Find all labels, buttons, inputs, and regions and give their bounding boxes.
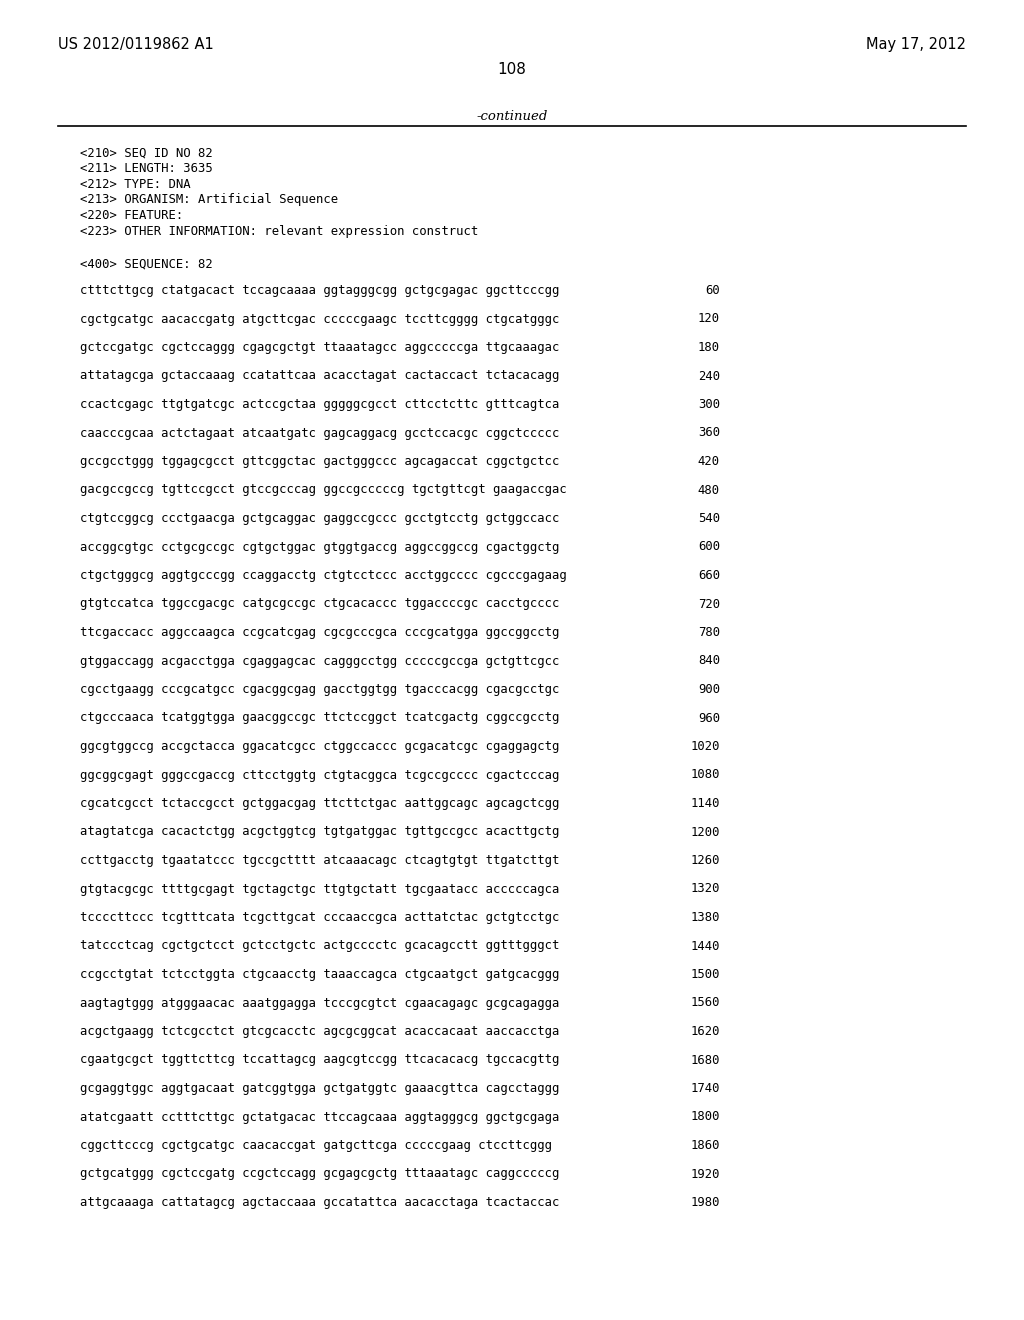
Text: cgctgcatgc aacaccgatg atgcttcgac cccccgaagc tccttcgggg ctgcatgggc: cgctgcatgc aacaccgatg atgcttcgac cccccga… [80,313,559,326]
Text: cgcctgaagg cccgcatgcc cgacggcgag gacctggtgg tgacccacgg cgacgcctgc: cgcctgaagg cccgcatgcc cgacggcgag gacctgg… [80,682,559,696]
Text: ccttgacctg tgaatatccc tgccgctttt atcaaacagc ctcagtgtgt ttgatcttgt: ccttgacctg tgaatatccc tgccgctttt atcaaac… [80,854,559,867]
Text: -continued: -continued [476,110,548,123]
Text: atatcgaatt cctttcttgc gctatgacac ttccagcaaa aggtagggcg ggctgcgaga: atatcgaatt cctttcttgc gctatgacac ttccagc… [80,1110,559,1123]
Text: <213> ORGANISM: Artificial Sequence: <213> ORGANISM: Artificial Sequence [80,194,338,206]
Text: 60: 60 [706,284,720,297]
Text: cggcttcccg cgctgcatgc caacaccgat gatgcttcga cccccgaag ctccttcggg: cggcttcccg cgctgcatgc caacaccgat gatgctt… [80,1139,552,1152]
Text: <210> SEQ ID NO 82: <210> SEQ ID NO 82 [80,147,213,160]
Text: 480: 480 [698,483,720,496]
Text: gtggaccagg acgacctgga cgaggagcac cagggcctgg cccccgccga gctgttcgcc: gtggaccagg acgacctgga cgaggagcac cagggcc… [80,655,559,668]
Text: 1800: 1800 [690,1110,720,1123]
Text: 1380: 1380 [690,911,720,924]
Text: 1560: 1560 [690,997,720,1010]
Text: 360: 360 [698,426,720,440]
Text: 660: 660 [698,569,720,582]
Text: 240: 240 [698,370,720,383]
Text: May 17, 2012: May 17, 2012 [866,37,966,51]
Text: 1200: 1200 [690,825,720,838]
Text: 1620: 1620 [690,1026,720,1038]
Text: 1740: 1740 [690,1082,720,1096]
Text: cgaatgcgct tggttcttcg tccattagcg aagcgtccgg ttcacacacg tgccacgttg: cgaatgcgct tggttcttcg tccattagcg aagcgtc… [80,1053,559,1067]
Text: ctttcttgcg ctatgacact tccagcaaaa ggtagggcgg gctgcgagac ggcttcccgg: ctttcttgcg ctatgacact tccagcaaaa ggtaggg… [80,284,559,297]
Text: 1980: 1980 [690,1196,720,1209]
Text: 720: 720 [698,598,720,610]
Text: gacgccgccg tgttccgcct gtccgcccag ggccgcccccg tgctgttcgt gaagaccgac: gacgccgccg tgttccgcct gtccgcccag ggccgcc… [80,483,566,496]
Text: ccactcgagc ttgtgatcgc actccgctaa gggggcgcct cttcctcttc gtttcagtca: ccactcgagc ttgtgatcgc actccgctaa gggggcg… [80,399,559,411]
Text: ctgtccggcg ccctgaacga gctgcaggac gaggccgccc gcctgtcctg gctggccacc: ctgtccggcg ccctgaacga gctgcaggac gaggccg… [80,512,559,525]
Text: 540: 540 [698,512,720,525]
Text: 1440: 1440 [690,940,720,953]
Text: 108: 108 [498,62,526,77]
Text: 300: 300 [698,399,720,411]
Text: caacccgcaa actctagaat atcaatgatc gagcaggacg gcctccacgc cggctccccc: caacccgcaa actctagaat atcaatgatc gagcagg… [80,426,559,440]
Text: gccgcctggg tggagcgcct gttcggctac gactgggccc agcagaccat cggctgctcc: gccgcctggg tggagcgcct gttcggctac gactggg… [80,455,559,469]
Text: <211> LENGTH: 3635: <211> LENGTH: 3635 [80,162,213,176]
Text: 1860: 1860 [690,1139,720,1152]
Text: 1920: 1920 [690,1167,720,1180]
Text: ctgctgggcg aggtgcccgg ccaggacctg ctgtcctccc acctggcccc cgcccgagaag: ctgctgggcg aggtgcccgg ccaggacctg ctgtcct… [80,569,566,582]
Text: attatagcga gctaccaaag ccatattcaa acacctagat cactaccact tctacacagg: attatagcga gctaccaaag ccatattcaa acaccta… [80,370,559,383]
Text: 840: 840 [698,655,720,668]
Text: acgctgaagg tctcgcctct gtcgcacctc agcgcggcat acaccacaat aaccacctga: acgctgaagg tctcgcctct gtcgcacctc agcgcgg… [80,1026,559,1038]
Text: 900: 900 [698,682,720,696]
Text: 1080: 1080 [690,768,720,781]
Text: 120: 120 [698,313,720,326]
Text: gtgtacgcgc ttttgcgagt tgctagctgc ttgtgctatt tgcgaatacc acccccagca: gtgtacgcgc ttttgcgagt tgctagctgc ttgtgct… [80,883,559,895]
Text: aagtagtggg atgggaacac aaatggagga tcccgcgtct cgaacagagc gcgcagagga: aagtagtggg atgggaacac aaatggagga tcccgcg… [80,997,559,1010]
Text: ttcgaccacc aggccaagca ccgcatcgag cgcgcccgca cccgcatgga ggccggcctg: ttcgaccacc aggccaagca ccgcatcgag cgcgccc… [80,626,559,639]
Text: attgcaaaga cattatagcg agctaccaaa gccatattca aacacctaga tcactaccac: attgcaaaga cattatagcg agctaccaaa gccatat… [80,1196,559,1209]
Text: cgcatcgcct tctaccgcct gctggacgag ttcttctgac aattggcagc agcagctcgg: cgcatcgcct tctaccgcct gctggacgag ttcttct… [80,797,559,810]
Text: tatccctcag cgctgctcct gctcctgctc actgcccctc gcacagcctt ggtttgggct: tatccctcag cgctgctcct gctcctgctc actgccc… [80,940,559,953]
Text: ggcgtggccg accgctacca ggacatcgcc ctggccaccc gcgacatcgc cgaggagctg: ggcgtggccg accgctacca ggacatcgcc ctggcca… [80,741,559,752]
Text: 1260: 1260 [690,854,720,867]
Text: 960: 960 [698,711,720,725]
Text: <223> OTHER INFORMATION: relevant expression construct: <223> OTHER INFORMATION: relevant expres… [80,224,478,238]
Text: gcgaggtggc aggtgacaat gatcggtgga gctgatggtc gaaacgttca cagcctaggg: gcgaggtggc aggtgacaat gatcggtgga gctgatg… [80,1082,559,1096]
Text: ggcggcgagt gggccgaccg cttcctggtg ctgtacggca tcgccgcccc cgactcccag: ggcggcgagt gggccgaccg cttcctggtg ctgtacg… [80,768,559,781]
Text: 1140: 1140 [690,797,720,810]
Text: <212> TYPE: DNA: <212> TYPE: DNA [80,178,190,191]
Text: ctgcccaaca tcatggtgga gaacggccgc ttctccggct tcatcgactg cggccgcctg: ctgcccaaca tcatggtgga gaacggccgc ttctccg… [80,711,559,725]
Text: 420: 420 [698,455,720,469]
Text: 180: 180 [698,341,720,354]
Text: 1020: 1020 [690,741,720,752]
Text: US 2012/0119862 A1: US 2012/0119862 A1 [58,37,214,51]
Text: gtgtccatca tggccgacgc catgcgccgc ctgcacaccc tggaccccgc cacctgcccc: gtgtccatca tggccgacgc catgcgccgc ctgcaca… [80,598,559,610]
Text: gctccgatgc cgctccaggg cgagcgctgt ttaaatagcc aggcccccga ttgcaaagac: gctccgatgc cgctccaggg cgagcgctgt ttaaata… [80,341,559,354]
Text: accggcgtgc cctgcgccgc cgtgctggac gtggtgaccg aggccggccg cgactggctg: accggcgtgc cctgcgccgc cgtgctggac gtggtga… [80,540,559,553]
Text: <220> FEATURE:: <220> FEATURE: [80,209,183,222]
Text: 1320: 1320 [690,883,720,895]
Text: gctgcatggg cgctccgatg ccgctccagg gcgagcgctg tttaaatagc caggcccccg: gctgcatggg cgctccgatg ccgctccagg gcgagcg… [80,1167,559,1180]
Text: ccgcctgtat tctcctggta ctgcaacctg taaaccagca ctgcaatgct gatgcacggg: ccgcctgtat tctcctggta ctgcaacctg taaacca… [80,968,559,981]
Text: 1680: 1680 [690,1053,720,1067]
Text: 1500: 1500 [690,968,720,981]
Text: 600: 600 [698,540,720,553]
Text: 780: 780 [698,626,720,639]
Text: atagtatcga cacactctgg acgctggtcg tgtgatggac tgttgccgcc acacttgctg: atagtatcga cacactctgg acgctggtcg tgtgatg… [80,825,559,838]
Text: <400> SEQUENCE: 82: <400> SEQUENCE: 82 [80,257,213,271]
Text: tccccttccc tcgtttcata tcgcttgcat cccaaccgca acttatctac gctgtcctgc: tccccttccc tcgtttcata tcgcttgcat cccaacc… [80,911,559,924]
